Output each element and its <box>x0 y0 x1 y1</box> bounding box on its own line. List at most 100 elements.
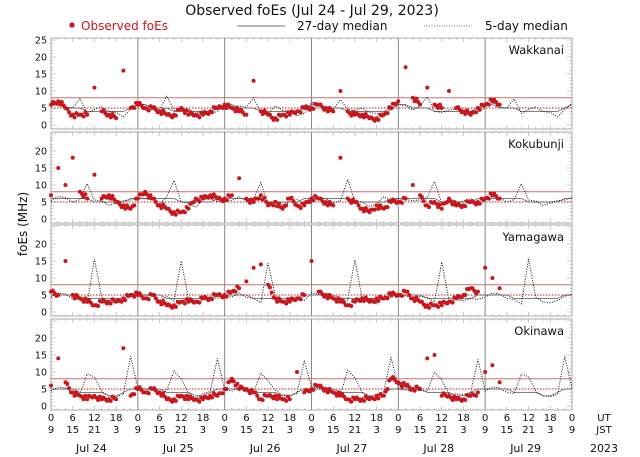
observed-point <box>427 205 432 210</box>
observed-point <box>235 381 240 386</box>
y-tick-label: 10 <box>35 274 47 285</box>
y-tick-label: 0 <box>41 121 47 132</box>
legend-median27-label: 27-day median <box>297 19 387 33</box>
observed-point <box>244 279 249 284</box>
observed-point <box>372 207 377 212</box>
observed-point <box>284 203 289 208</box>
observed-point <box>403 65 408 70</box>
y-tick-label: 10 <box>35 181 47 192</box>
legend-median5-label: 5-day median <box>485 19 568 33</box>
x-tick-jst: 21 <box>88 425 101 436</box>
observed-point <box>269 290 274 295</box>
x-tick-ut: 12 <box>88 413 101 424</box>
observed-point <box>311 106 316 111</box>
observed-point <box>159 205 164 210</box>
x-tick-ut: 0 <box>308 413 314 424</box>
observed-point <box>220 391 225 396</box>
x-tick-jst: 15 <box>414 425 427 436</box>
observed-point <box>385 205 390 210</box>
observed-point <box>287 112 292 117</box>
observed-point <box>445 200 450 204</box>
observed-point <box>229 193 234 198</box>
legend: Observed foEs 27-day median 5-day median <box>69 19 568 33</box>
x-tick-ut: 0 <box>482 413 488 424</box>
y-tick-label: 5 <box>41 104 47 115</box>
observed-point <box>253 390 258 395</box>
observed-point <box>418 102 423 107</box>
observed-point <box>152 196 157 201</box>
observed-point <box>450 398 455 403</box>
observed-point <box>276 201 281 206</box>
observed-point <box>287 299 292 304</box>
x-tick-jst: 21 <box>175 425 188 436</box>
x-tick-jst: 3 <box>547 425 553 436</box>
observed-point <box>83 192 88 197</box>
observed-point <box>295 370 300 374</box>
observed-point <box>146 297 151 302</box>
observed-point <box>85 112 90 117</box>
observed-point <box>81 299 86 304</box>
observed-point <box>325 203 330 208</box>
observed-point <box>323 387 328 391</box>
observed-point <box>275 397 280 402</box>
observed-point <box>439 303 444 308</box>
observed-point <box>85 397 90 402</box>
observed-point <box>475 289 480 294</box>
observed-point <box>157 390 162 395</box>
observed-point <box>184 393 189 398</box>
observed-point <box>463 204 468 209</box>
observed-point <box>182 210 187 215</box>
x-tick-jst: 9 <box>569 425 575 436</box>
observed-point <box>251 200 256 204</box>
observed-point <box>361 209 366 214</box>
observed-point <box>477 201 482 206</box>
x-tick-jst: 15 <box>501 425 514 436</box>
observed-point <box>173 398 178 403</box>
observed-point <box>396 99 401 104</box>
observed-point <box>490 276 495 280</box>
observed-point <box>497 286 502 291</box>
x-tick-jst: 3 <box>287 425 293 436</box>
observed-point <box>132 203 137 208</box>
observed-point <box>349 113 354 118</box>
observed-point <box>334 393 339 398</box>
observed-point <box>410 183 415 187</box>
observed-point <box>410 95 415 100</box>
observed-point <box>376 117 381 122</box>
observed-point <box>284 114 289 119</box>
x-tick-ut: 0 <box>221 413 227 424</box>
observed-point <box>224 387 229 391</box>
x-tick-ut: 6 <box>417 413 423 424</box>
y-tick-label: 25 <box>35 36 47 47</box>
observed-point <box>331 203 336 208</box>
y-tick-label: 20 <box>35 334 47 345</box>
observed-point <box>79 191 84 196</box>
observed-point <box>197 399 202 404</box>
observed-point <box>260 111 265 116</box>
observed-point <box>271 203 276 208</box>
y-tick-label: 10 <box>35 368 47 379</box>
station-label: Yamagawa <box>501 230 564 244</box>
legend-observed-label: Observed foEs <box>81 19 168 33</box>
x-tick-ut: 18 <box>544 413 557 424</box>
observed-point <box>267 285 272 290</box>
observed-point <box>497 196 502 201</box>
observed-point <box>418 387 423 391</box>
observed-point <box>108 398 113 403</box>
observed-point <box>450 300 455 305</box>
observed-point <box>258 193 263 198</box>
observed-point <box>463 293 468 297</box>
observed-point <box>110 194 115 199</box>
x-tick-ut: 18 <box>370 413 383 424</box>
x-tick-ut: 6 <box>330 413 336 424</box>
panel-yamagawa: 0 5 10 15 20 Yamagawa <box>35 224 573 319</box>
observed-point <box>132 106 137 110</box>
observed-point <box>56 99 61 104</box>
observed-point <box>56 166 61 170</box>
observed-point <box>486 196 491 201</box>
observed-point <box>114 116 119 121</box>
x-tick-ut: 6 <box>70 413 76 424</box>
observed-point <box>452 200 457 204</box>
day-label: Jul 28 <box>422 442 454 455</box>
